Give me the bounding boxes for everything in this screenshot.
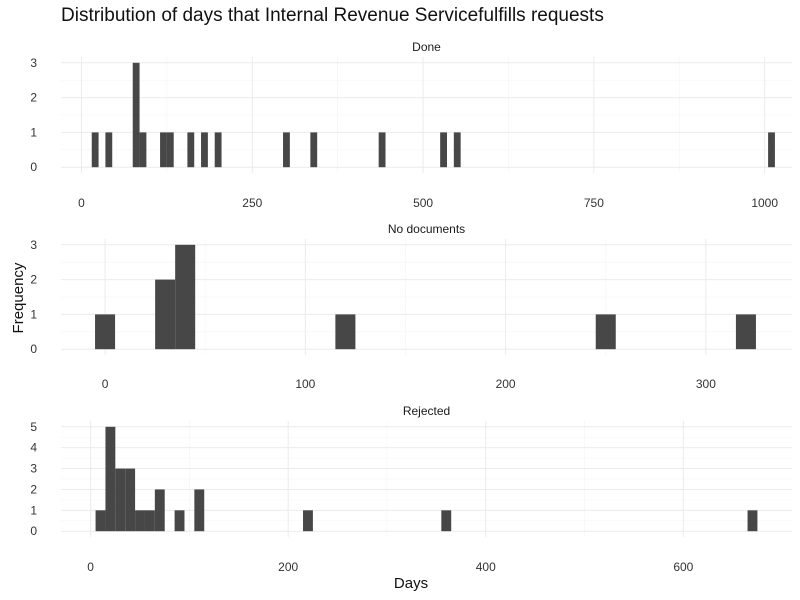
histogram-bar bbox=[310, 132, 318, 168]
y-tick-label: 4 bbox=[30, 441, 37, 455]
facet-label: No documents bbox=[388, 222, 465, 236]
histogram-bar bbox=[139, 132, 147, 168]
histogram-bar bbox=[194, 489, 205, 532]
y-tick-label: 0 bbox=[30, 160, 37, 174]
histogram-bar bbox=[453, 132, 461, 168]
y-tick-label: 3 bbox=[30, 56, 37, 70]
x-tick-label: 200 bbox=[278, 560, 298, 574]
x-tick-label: 100 bbox=[295, 377, 315, 391]
x-tick-label: 300 bbox=[696, 377, 716, 391]
y-tick-label: 5 bbox=[30, 420, 37, 434]
histogram-bar bbox=[768, 132, 775, 168]
histogram-bar bbox=[135, 510, 145, 532]
histogram-bar bbox=[144, 510, 155, 532]
x-tick-label: 0 bbox=[87, 560, 94, 574]
histogram-bar bbox=[154, 489, 165, 532]
x-tick-label: 600 bbox=[673, 560, 693, 574]
y-tick-label: 2 bbox=[30, 482, 37, 496]
facet-label: Rejected bbox=[403, 404, 450, 418]
histogram-bar bbox=[95, 510, 106, 532]
y-tick-label: 1 bbox=[30, 125, 37, 139]
histogram-bar bbox=[132, 62, 140, 168]
histogram-bar bbox=[187, 132, 195, 168]
facet-label: Done bbox=[412, 40, 441, 54]
x-tick-label: 1000 bbox=[751, 196, 778, 210]
histogram-bar bbox=[595, 314, 616, 350]
x-tick-label: 0 bbox=[78, 196, 85, 210]
histogram-bar bbox=[125, 468, 136, 532]
y-tick-label: 2 bbox=[30, 273, 37, 287]
histogram-bar bbox=[105, 132, 113, 168]
y-tick-label: 1 bbox=[30, 307, 37, 321]
histogram-bar bbox=[303, 510, 313, 532]
y-tick-label: 0 bbox=[30, 342, 37, 356]
x-tick-label: 250 bbox=[242, 196, 262, 210]
histogram-bar bbox=[747, 510, 758, 532]
chart-title: Distribution of days that Internal Reven… bbox=[61, 5, 604, 26]
histogram-bar bbox=[115, 468, 126, 532]
x-tick-label: 750 bbox=[584, 196, 604, 210]
x-tick-label: 400 bbox=[476, 560, 496, 574]
histogram-bar bbox=[91, 132, 99, 168]
x-axis-title: Days bbox=[394, 575, 428, 592]
y-tick-label: 1 bbox=[30, 503, 37, 517]
histogram-bar bbox=[735, 314, 756, 350]
histogram-bar bbox=[335, 314, 356, 350]
panel-rejected: Rejected 0 200 400 600 0 1 2 3 4 5 bbox=[30, 404, 792, 574]
x-tick-label: 0 bbox=[102, 377, 109, 391]
histogram-bar bbox=[105, 426, 116, 532]
y-tick-label: 3 bbox=[30, 238, 37, 252]
histogram-bar bbox=[166, 132, 174, 168]
histogram-bar bbox=[175, 244, 196, 350]
histogram-bar bbox=[441, 510, 452, 532]
y-tick-label: 0 bbox=[30, 524, 37, 538]
y-tick-label: 3 bbox=[30, 462, 37, 476]
histogram-bar bbox=[174, 510, 185, 532]
histogram-bar bbox=[214, 132, 222, 168]
histogram-bar bbox=[201, 132, 208, 168]
panel-done: Done 0 250 500 750 1000 0 1 2 3 bbox=[30, 40, 792, 210]
histogram-bar bbox=[160, 132, 167, 168]
histogram-bar bbox=[440, 132, 447, 168]
histogram-bar bbox=[155, 279, 176, 350]
histogram-bar bbox=[95, 314, 116, 350]
panel-no-documents: No documents 0 100 200 300 0 1 2 3 bbox=[30, 222, 792, 391]
histogram-bar bbox=[378, 132, 386, 168]
y-tick-label: 2 bbox=[30, 91, 37, 105]
x-tick-label: 200 bbox=[496, 377, 516, 391]
x-tick-label: 500 bbox=[413, 196, 433, 210]
y-axis-title: Frequency bbox=[10, 262, 27, 333]
histogram-bar bbox=[283, 132, 290, 168]
